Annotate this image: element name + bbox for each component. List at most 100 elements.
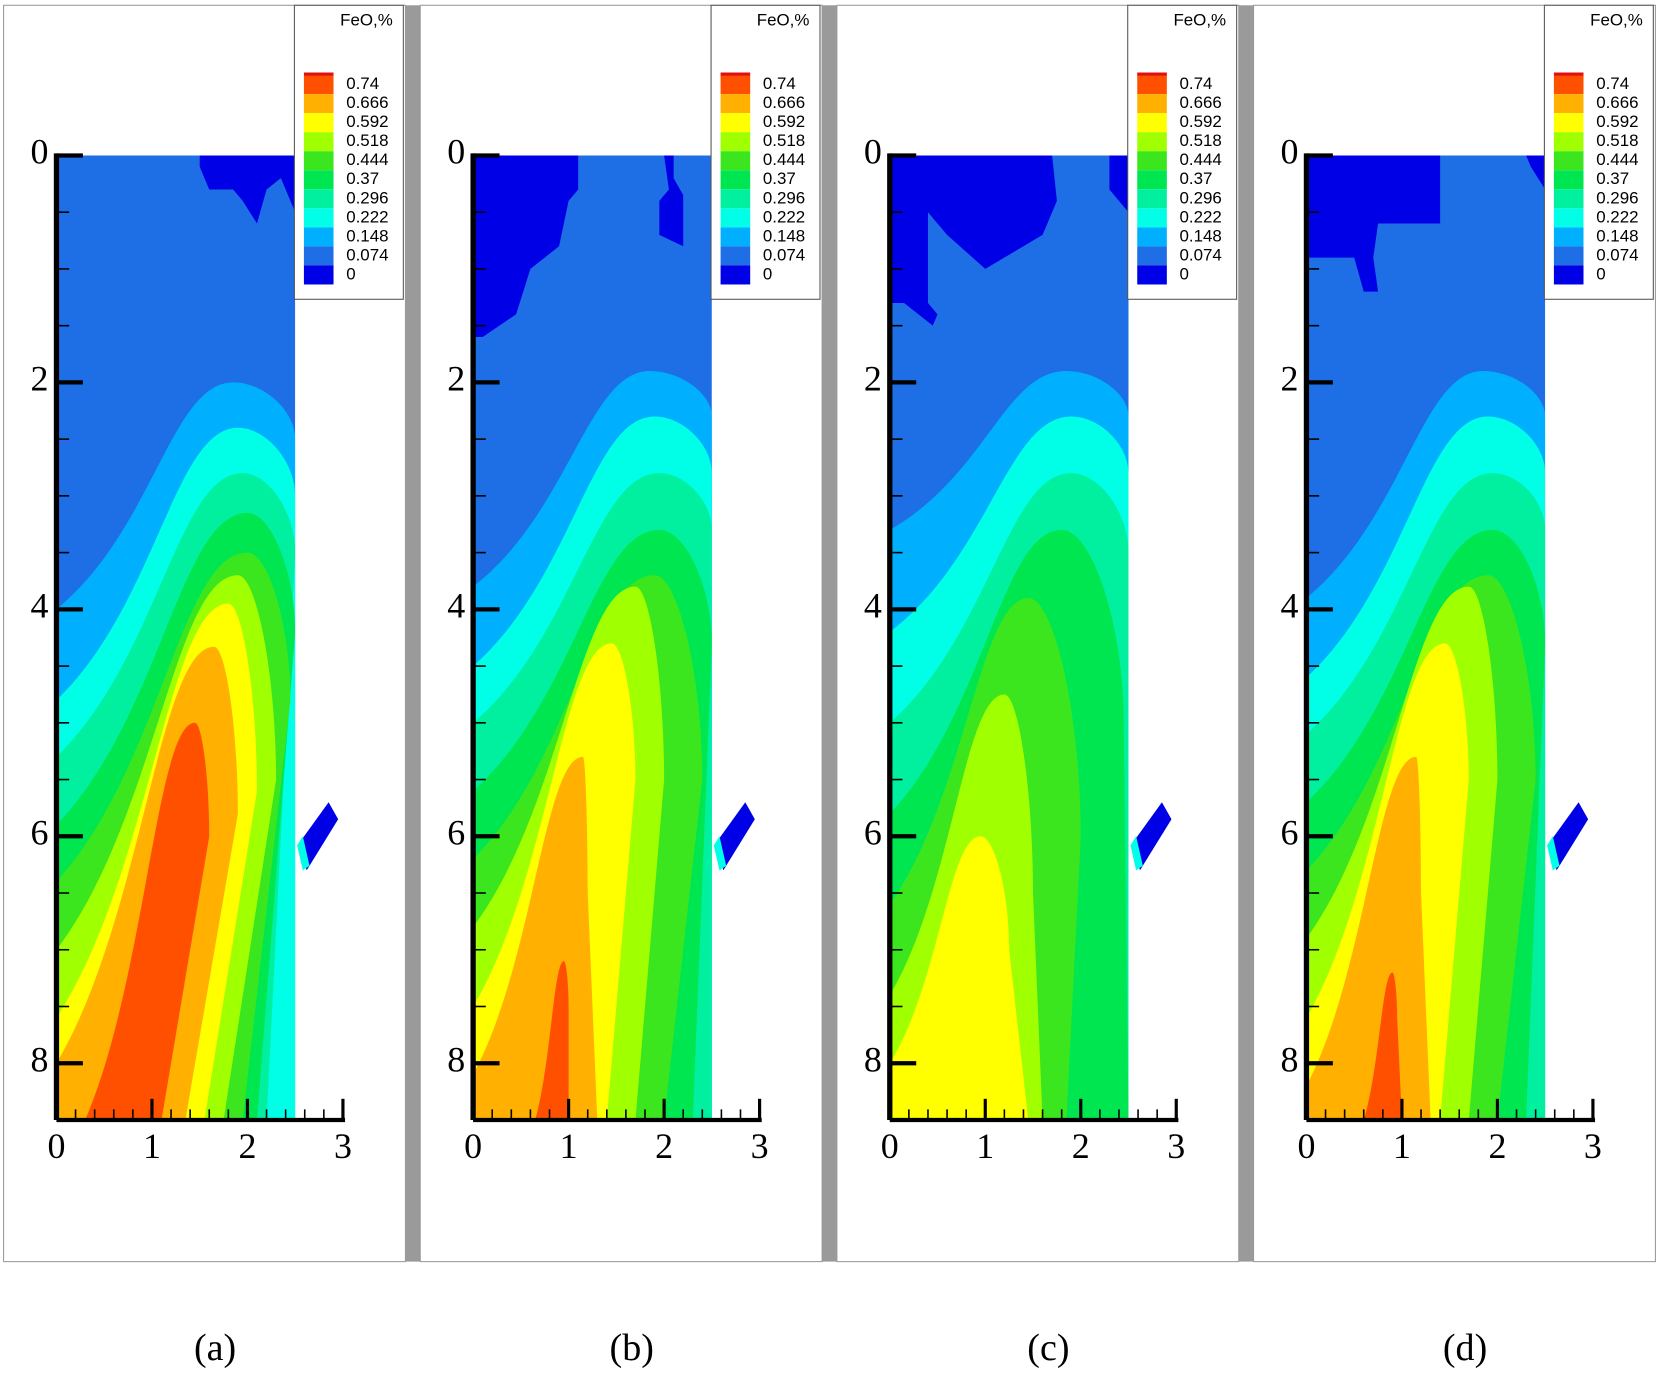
x-tick-label: 1: [976, 1126, 994, 1166]
contour-band: [1109, 155, 1129, 213]
x-tick-label: 1: [560, 1126, 578, 1166]
legend-label: 0.592: [763, 112, 805, 131]
legend-label: 0.222: [346, 207, 388, 226]
legend-label: 0.518: [1596, 131, 1638, 150]
contour-band: [889, 836, 1029, 1120]
legend-swatch: [1553, 189, 1584, 209]
panel-separator: [405, 5, 421, 1262]
nozzle: [1133, 802, 1172, 871]
legend-swatch: [303, 113, 334, 133]
y-tick-label: 8: [1281, 1039, 1299, 1079]
legend-label: 0.296: [346, 188, 388, 207]
y-tick-label: 2: [1281, 359, 1299, 399]
legend-label: 0.074: [346, 245, 388, 264]
legend-swatch: [1137, 189, 1167, 209]
legend-swatch: [303, 189, 334, 209]
x-tick-label: 3: [751, 1126, 769, 1166]
legend-label: 0.444: [346, 150, 388, 169]
legend-label: 0: [1596, 264, 1605, 283]
x-tick-label: 3: [1584, 1126, 1602, 1166]
legend-label: 0.444: [1596, 150, 1638, 169]
y-tick-label: 6: [31, 813, 49, 853]
legend-swatch: [303, 265, 334, 285]
legend-swatch: [720, 113, 751, 133]
legend-swatch: [303, 151, 334, 171]
contour-field: [1306, 155, 1546, 1120]
legend-label: 0.666: [1180, 93, 1222, 112]
legend-label: 0.074: [763, 245, 805, 264]
legend-swatch: [720, 75, 751, 95]
x-tick-label: 1: [143, 1126, 161, 1166]
legend-swatch: [1137, 170, 1167, 190]
x-tick-label: 1: [1393, 1126, 1411, 1166]
x-tick-label: 0: [47, 1126, 65, 1166]
legend-label: 0.666: [346, 93, 388, 112]
contour-band: [473, 155, 579, 338]
legend-swatch: [1553, 132, 1584, 152]
legend-swatch: [1553, 170, 1584, 190]
legend-label: 0.666: [763, 93, 805, 112]
x-tick-label: 3: [1167, 1126, 1185, 1166]
legend-label: 0.444: [1180, 150, 1222, 169]
panel-separator: [1238, 5, 1254, 1262]
legend-swatch: [1553, 113, 1584, 133]
legend-label: 0: [763, 264, 772, 283]
contour-band: [1363, 972, 1402, 1120]
panel-separator: [822, 5, 837, 1262]
legend-label: 0.222: [763, 207, 805, 226]
legend-swatch: [1553, 151, 1584, 171]
y-tick-label: 4: [31, 586, 49, 626]
legend-label: 0.148: [1180, 226, 1222, 245]
legend-swatch: [1137, 246, 1167, 266]
legend-swatch: [720, 265, 751, 285]
legend-swatch: [303, 94, 334, 114]
y-tick-label: 6: [864, 813, 882, 853]
y-tick-label: 8: [447, 1039, 465, 1079]
y-tick-label: 4: [447, 586, 465, 626]
legend-label: 0.74: [1596, 74, 1629, 93]
contour-field: [889, 155, 1129, 1120]
legend-label: 0.296: [1596, 188, 1638, 207]
contour-band: [535, 961, 569, 1120]
nozzle-tip: [1547, 836, 1560, 871]
y-tick-label: 2: [864, 359, 882, 399]
legend-label: 0.666: [1596, 93, 1638, 112]
legend-swatch: [1553, 208, 1584, 228]
legend-swatch: [1553, 94, 1584, 114]
x-tick-label: 2: [1072, 1126, 1090, 1166]
panel-label: (b): [610, 1327, 654, 1369]
y-tick-label: 8: [31, 1039, 49, 1079]
legend-swatch: [1137, 151, 1167, 171]
legend-swatch: [303, 75, 334, 95]
legend-label: 0.296: [763, 188, 805, 207]
legend-label: 0.444: [763, 150, 805, 169]
nozzle-tip: [1130, 836, 1143, 871]
legend-label: 0.592: [1180, 112, 1222, 131]
contour-band: [85, 722, 210, 1120]
legend-label: 0.148: [346, 226, 388, 245]
legend-label: 0.74: [346, 74, 379, 93]
legend-title: FeO,%: [1173, 11, 1226, 30]
legend-label: 0.148: [763, 226, 805, 245]
legend-swatch: [1137, 75, 1167, 95]
legend-swatch: [720, 189, 751, 209]
legend-swatch: [303, 132, 334, 152]
contour-band: [1306, 756, 1431, 1120]
legend-label: 0.074: [1596, 245, 1638, 264]
legend-label: 0.518: [346, 131, 388, 150]
x-tick-label: 2: [1488, 1126, 1506, 1166]
legend-label: 0.148: [1596, 226, 1638, 245]
y-tick-label: 0: [31, 132, 49, 172]
nozzle: [299, 802, 339, 871]
legend-label: 0.222: [1180, 207, 1222, 226]
legend-label: 0.592: [1596, 112, 1638, 131]
y-tick-label: 0: [447, 132, 465, 172]
legend-label: 0.592: [346, 112, 388, 131]
legend-swatch: [1553, 246, 1584, 266]
legend-swatch: [720, 227, 751, 247]
nozzle-tip: [713, 836, 727, 871]
